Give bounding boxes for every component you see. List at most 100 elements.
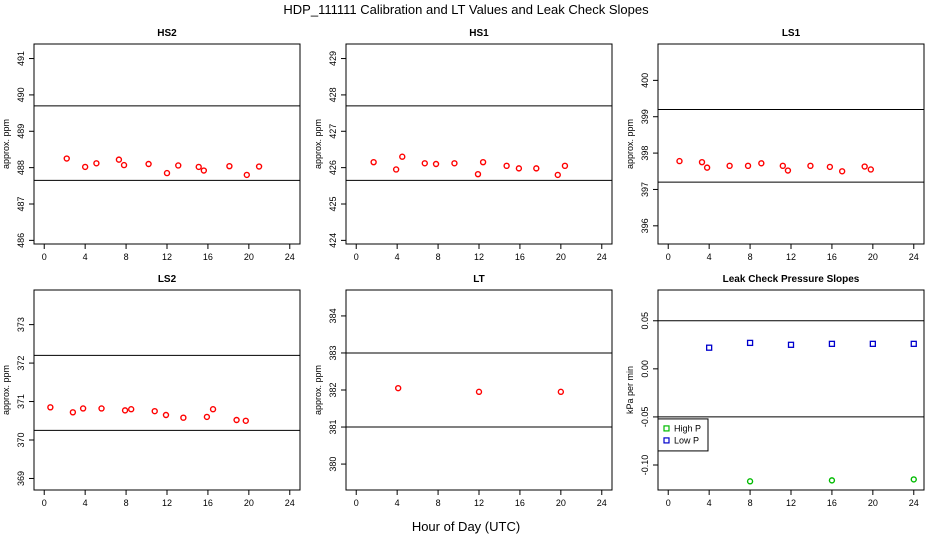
x-tick-label: 4 — [395, 252, 400, 262]
panel-title: LT — [473, 274, 484, 285]
data-point — [557, 388, 565, 396]
x-tick-label: 12 — [786, 252, 796, 262]
data-point — [242, 417, 249, 424]
data-point — [121, 407, 129, 414]
data-point — [392, 166, 400, 173]
data-point — [421, 160, 428, 167]
panel-title: LS1 — [782, 28, 801, 39]
panel-title: HS1 — [469, 28, 489, 39]
data-point — [515, 165, 523, 172]
figure-title: HDP_111111 Calibration and LT Values and… — [283, 2, 649, 17]
plot-frame — [33, 43, 301, 245]
data-point — [779, 162, 787, 170]
y-tick-label: 486 — [16, 233, 26, 248]
x-tick-label: 12 — [474, 498, 484, 508]
data-point — [698, 158, 706, 166]
y-axis-label: kPa per min — [625, 366, 635, 414]
data-point — [869, 340, 876, 347]
panel-hs1: HS1 approx. ppm 0 4 8 12 16 20 24 424 425 426 427 428… — [313, 28, 613, 262]
data-point — [399, 153, 406, 160]
data-point — [451, 160, 458, 167]
y-axis-label: approx. ppm — [1, 365, 11, 415]
y-tick-label: 370 — [16, 432, 26, 447]
data-point — [163, 169, 171, 177]
legend: High P Low P — [657, 418, 709, 452]
x-tick-label: 8 — [436, 498, 441, 508]
panel-ls2: LS2 approx. ppm 0 4 8 12 16 20 24 369 370 371 372 373 — [1, 274, 301, 508]
y-tick-label: 372 — [16, 356, 26, 371]
y-tick-label: 381 — [328, 420, 338, 435]
data-point — [432, 160, 440, 168]
x-tick-label: 16 — [203, 498, 213, 508]
data-point — [475, 388, 483, 396]
data-point — [69, 409, 77, 416]
data-point — [175, 162, 182, 169]
plot-frame — [345, 43, 613, 245]
x-tick-label: 0 — [666, 252, 671, 262]
data-point — [120, 161, 128, 169]
plot-frame — [33, 289, 301, 491]
panel-title: LS2 — [158, 274, 177, 285]
data-point — [746, 478, 754, 485]
x-tick-label: 4 — [707, 252, 712, 262]
data-point — [554, 171, 561, 179]
data-point — [243, 171, 251, 179]
data-point — [533, 165, 540, 172]
y-tick-label: 428 — [328, 87, 338, 102]
x-tick-label: 24 — [909, 498, 919, 508]
data-point — [115, 156, 123, 163]
y-tick-label: 490 — [16, 87, 26, 102]
series-ls1 — [676, 157, 874, 175]
x-tick-label: 0 — [354, 252, 359, 262]
data-point — [703, 164, 711, 171]
legend-box — [657, 418, 709, 452]
y-tick-label: 400 — [640, 73, 650, 88]
y-tick-label: 0.00 — [640, 360, 650, 378]
data-point — [474, 170, 482, 178]
data-point — [807, 162, 814, 170]
x-tick-label: 4 — [83, 498, 88, 508]
legend-label: High P — [674, 423, 701, 433]
data-point — [910, 340, 917, 347]
y-axis-label: approx. ppm — [313, 365, 323, 415]
data-point — [233, 416, 240, 424]
y-tick-label: 487 — [16, 196, 26, 211]
x-tick-label: 24 — [597, 498, 607, 508]
data-point — [394, 384, 402, 392]
data-point — [503, 162, 510, 170]
x-tick-label: 24 — [597, 252, 607, 262]
x-tick-label: 8 — [436, 252, 441, 262]
x-tick-label: 20 — [556, 498, 566, 508]
y-tick-label: 0.05 — [640, 312, 650, 330]
x-tick-label: 16 — [515, 498, 525, 508]
y-tick-label: 382 — [328, 382, 338, 397]
data-point — [255, 163, 263, 170]
x-tick-label: 20 — [244, 252, 254, 262]
x-tick-label: 16 — [515, 252, 525, 262]
x-tick-label: 20 — [868, 252, 878, 262]
x-tick-label: 12 — [162, 252, 172, 262]
panel-lt: LT approx. ppm 0 4 8 12 16 20 24 380 381 382 383 384 — [313, 274, 613, 508]
data-point — [861, 163, 868, 170]
x-tick-label: 12 — [786, 498, 796, 508]
data-point — [209, 406, 217, 413]
y-tick-label: 399 — [640, 109, 650, 124]
panel-ls1: LS1 approx. ppm 0 4 8 12 16 20 24 396 397 398 399 400 — [625, 28, 925, 262]
y-tick-label: -0.10 — [640, 455, 650, 476]
data-point — [79, 405, 87, 412]
y-axis-label: approx. ppm — [313, 119, 323, 169]
y-tick-label: 396 — [640, 218, 650, 233]
data-point — [151, 407, 158, 415]
x-tick-label: 20 — [868, 498, 878, 508]
y-tick-label: 369 — [16, 471, 26, 486]
x-tick-label: 16 — [827, 252, 837, 262]
panel-leak: Leak Check Pressure Slopes kPa per min 0 4 8… — [625, 274, 925, 508]
y-tick-label: 384 — [328, 308, 338, 323]
x-tick-label: 0 — [666, 498, 671, 508]
x-tick-label: 20 — [556, 252, 566, 262]
series-hs2 — [63, 155, 263, 179]
panel-hs2: HS2 approx. ppm 0 4 8 12 16 20 24 486 487 488 489 490… — [1, 28, 301, 262]
y-tick-label: 429 — [328, 51, 338, 66]
data-point — [828, 340, 836, 347]
